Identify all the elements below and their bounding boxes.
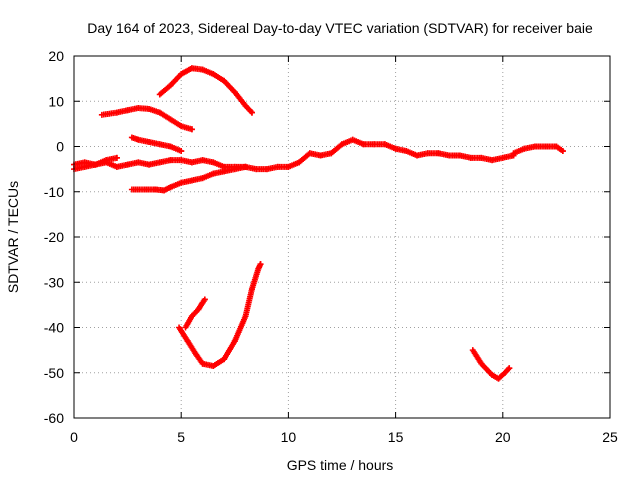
x-tick-label: 10 [281, 429, 297, 445]
y-tick-label: -30 [44, 274, 64, 290]
series-arc-9 [176, 261, 264, 369]
x-tick-label: 20 [495, 429, 511, 445]
series-arc-10 [469, 347, 513, 382]
series-arc-3 [510, 143, 566, 157]
x-tick-label: 5 [177, 429, 185, 445]
series-arc-6 [156, 65, 255, 116]
y-tick-label: -50 [44, 365, 64, 381]
plot-series [71, 65, 566, 382]
y-tick-label: 20 [48, 48, 64, 64]
y-tick-label: 10 [48, 93, 64, 109]
data-point [257, 261, 264, 268]
series-arc-2 [71, 154, 120, 173]
data-point [201, 296, 208, 303]
data-point [178, 148, 185, 155]
chart-title: Day 164 of 2023, Sidereal Day-to-day VTE… [87, 20, 593, 36]
y-tick-label: -10 [44, 184, 64, 200]
y-tick-label: -60 [44, 410, 64, 426]
x-axis-label: GPS time / hours [287, 457, 394, 473]
x-tick-label: 0 [70, 429, 78, 445]
series-arc-7 [128, 163, 249, 194]
series-arc-8 [182, 296, 208, 331]
data-point [113, 154, 120, 161]
data-point [559, 148, 566, 155]
x-tick-label: 15 [388, 429, 404, 445]
data-point [242, 163, 249, 170]
y-tick-label: 0 [56, 139, 64, 155]
y-tick-label: -40 [44, 320, 64, 336]
plot-ticks: 0 5 10 15 20 25 -60 -50 -40 -30 -20 -10 0 10 20 [44, 48, 618, 445]
plot-frame [73, 55, 611, 419]
series-arc-4 [98, 105, 195, 133]
data-point [248, 109, 255, 116]
data-point [505, 366, 512, 373]
y-axis-label: SDTVAR / TECUs [5, 181, 21, 293]
series-arc-5 [128, 134, 185, 155]
y-tick-label: -20 [44, 229, 64, 245]
data-point [188, 126, 195, 133]
x-tick-label: 25 [602, 429, 618, 445]
data-point [506, 365, 513, 372]
